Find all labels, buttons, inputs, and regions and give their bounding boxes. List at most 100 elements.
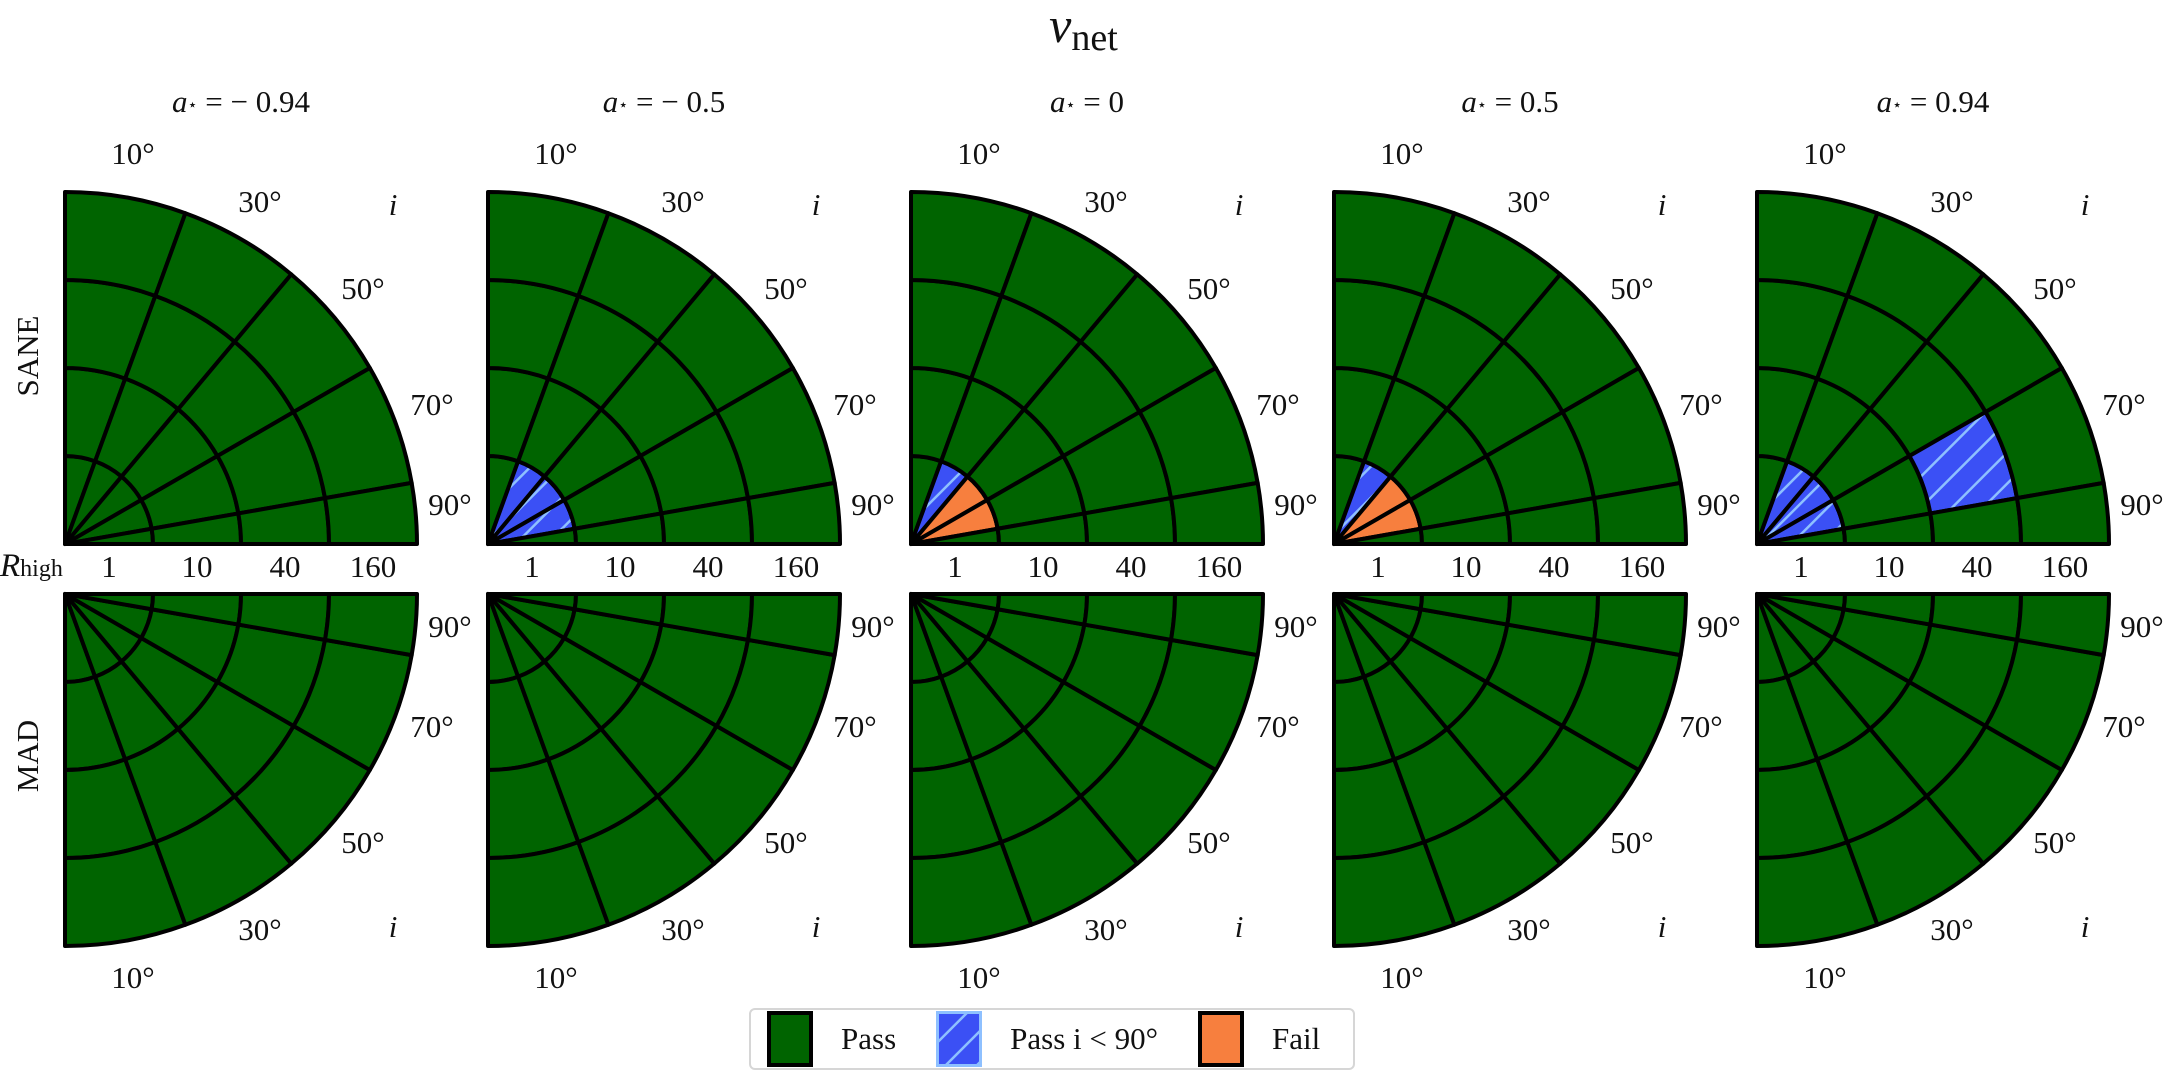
angle-tick-label: 50° — [341, 271, 384, 306]
spin-symbol: a — [602, 84, 619, 119]
polar-cell — [2014, 480, 2111, 546]
angle-tick-label: 30° — [238, 184, 281, 219]
column-title: a⋆ = 0.5 — [1330, 84, 1690, 120]
angle-tick-label: 10° — [957, 136, 1000, 171]
legend-label-pass-i-lt-90: Pass i < 90° — [1010, 1021, 1159, 1056]
legend-label-pass: Pass — [841, 1021, 897, 1056]
star-subscript-icon: ⋆ — [1892, 97, 1903, 114]
radial-tick-label: 160 — [773, 549, 820, 584]
angle-axis-label: i — [389, 909, 398, 944]
angle-tick-label: 90° — [851, 609, 894, 644]
angle-tick-label: 30° — [1930, 912, 1973, 947]
angle-tick-label: 70° — [833, 709, 876, 744]
angle-tick-label: 90° — [1274, 487, 1317, 522]
panel-mad-0 — [63, 592, 419, 948]
angle-tick-label: 30° — [661, 184, 704, 219]
angle-tick-label: 90° — [2120, 609, 2163, 644]
angle-tick-label: 10° — [111, 136, 154, 171]
spin-value: = − 0.5 — [628, 84, 726, 119]
star-subscript-icon: ⋆ — [1065, 97, 1076, 114]
title-subscript: net — [1071, 17, 1118, 59]
angle-axis-label: i — [812, 909, 821, 944]
panel-sane-3 — [1332, 190, 1688, 546]
spin-value: = 0.94 — [1902, 84, 1990, 119]
angle-tick-label: 90° — [428, 487, 471, 522]
star-subscript-icon: ⋆ — [1476, 97, 1487, 114]
angle-axis-label: i — [389, 187, 398, 222]
angle-tick-label: 30° — [1507, 184, 1550, 219]
radial-axis-subscript: high — [20, 556, 63, 582]
panel-mad-1 — [486, 592, 842, 948]
radial-tick-label: 10 — [1451, 549, 1482, 584]
angle-axis-label: i — [2081, 187, 2090, 222]
radial-tick-label: 1 — [947, 549, 963, 584]
angle-tick-label: 50° — [1610, 825, 1653, 860]
angle-tick-label: 70° — [2102, 709, 2145, 744]
polar-cell — [2014, 592, 2111, 658]
angle-tick-label: 50° — [2033, 825, 2076, 860]
spin-symbol: a — [172, 84, 188, 119]
angle-tick-label: 70° — [1679, 709, 1722, 744]
radial-tick-label: 160 — [350, 549, 397, 584]
panel-mad-3 — [1332, 592, 1688, 948]
angle-tick-label: 50° — [764, 271, 807, 306]
radial-axis-label: Rhigh — [0, 548, 63, 585]
angle-tick-label: 90° — [2120, 487, 2163, 522]
angle-tick-label: 50° — [764, 825, 807, 860]
angle-tick-label: 70° — [2102, 387, 2145, 422]
radial-tick-label: 1 — [524, 549, 540, 584]
polar-cell — [1591, 480, 1688, 546]
panel-sane-1 — [486, 190, 842, 546]
star-subscript-icon: ⋆ — [187, 97, 198, 114]
spin-symbol: a — [1050, 84, 1066, 119]
angle-tick-label: 70° — [410, 709, 453, 744]
column-title: a⋆ = 0.94 — [1753, 84, 2113, 120]
angle-axis-label: i — [812, 187, 821, 222]
spin-symbol: a — [1876, 84, 1893, 119]
polar-cell — [322, 592, 419, 658]
angle-tick-label: 30° — [1507, 912, 1550, 947]
angle-tick-label: 50° — [1610, 271, 1653, 306]
legend-item-fail: Fail — [1198, 1011, 1320, 1067]
spin-value: = 0 — [1075, 84, 1124, 119]
radial-tick-label: 160 — [1196, 549, 1243, 584]
angle-axis-label: i — [2081, 909, 2090, 944]
angle-tick-label: 10° — [1803, 136, 1846, 171]
polar-cell — [322, 480, 419, 546]
panel-sane-0 — [63, 190, 419, 546]
angle-tick-label: 30° — [1084, 184, 1127, 219]
radial-tick-label: 40 — [1539, 549, 1570, 584]
column-title: a⋆ = 0 — [907, 84, 1267, 120]
legend-item-pass-i-lt-90: Pass i < 90° — [936, 1011, 1198, 1067]
legend-swatch-pass — [767, 1011, 813, 1067]
radial-tick-label: 160 — [1619, 549, 1666, 584]
radial-tick-label: 40 — [1962, 549, 1993, 584]
legend: Pass Pass i < 90° Fail — [749, 1008, 1355, 1070]
angle-tick-label: 30° — [661, 912, 704, 947]
radial-tick-label: 40 — [270, 549, 301, 584]
legend-swatch-hatched-icon — [936, 1011, 983, 1067]
polar-cell — [1591, 592, 1688, 658]
angle-axis-label: i — [1235, 187, 1244, 222]
polar-cell — [745, 480, 842, 546]
radial-tick-label: 40 — [1116, 549, 1147, 584]
angle-tick-label: 10° — [957, 960, 1000, 995]
angle-tick-label: 10° — [111, 960, 154, 995]
polar-cell — [745, 592, 842, 658]
radial-tick-label: 10 — [1874, 549, 1905, 584]
angle-axis-label: i — [1658, 187, 1667, 222]
title-symbol: ν — [1049, 0, 1072, 53]
angle-tick-label: 10° — [1803, 960, 1846, 995]
panel-sane-2 — [909, 190, 1265, 546]
legend-label-fail: Fail — [1272, 1021, 1321, 1056]
radial-tick-label: 1 — [1793, 549, 1809, 584]
radial-tick-label: 40 — [693, 549, 724, 584]
angle-tick-label: 90° — [1697, 609, 1740, 644]
star-subscript-icon: ⋆ — [618, 97, 629, 114]
angle-tick-label: 30° — [1084, 912, 1127, 947]
legend-item-pass: Pass — [767, 1011, 936, 1067]
polar-cell — [1168, 480, 1265, 546]
radial-tick-label: 10 — [182, 549, 213, 584]
column-title: a⋆ = − 0.94 — [61, 84, 421, 120]
